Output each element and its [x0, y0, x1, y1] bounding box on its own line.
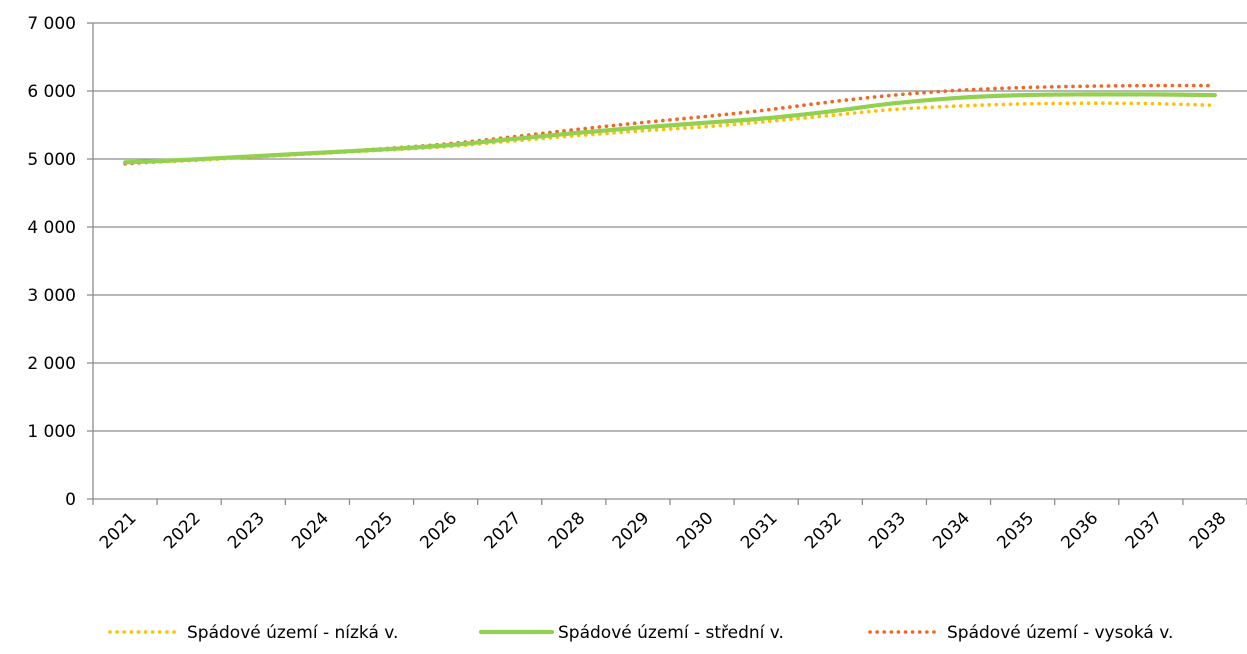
x-tick-label: 2035 — [993, 508, 1038, 553]
y-tick-label: 3 000 — [27, 286, 76, 306]
y-tick-label: 1 000 — [27, 422, 76, 442]
y-tick-label: 0 — [65, 490, 76, 510]
series-line-2 — [123, 83, 1217, 166]
legend: Spádové území - nízká v. Spádové území - … — [108, 623, 1173, 643]
y-tick-label: 6 000 — [27, 82, 76, 102]
x-tick-label: 2026 — [416, 508, 461, 553]
x-tick-label: 2030 — [673, 508, 718, 553]
y-tick-label: 2 000 — [27, 354, 76, 374]
y-tick-label: 4 000 — [27, 218, 76, 238]
x-tick-label: 2034 — [929, 508, 974, 553]
x-tick-label: 2028 — [545, 508, 590, 553]
gridlines — [93, 22, 1247, 432]
x-tick-label: 2027 — [481, 508, 526, 553]
x-tick-label: 2037 — [1122, 508, 1167, 553]
legend-label-0: Spádové území - nízká v. — [187, 623, 398, 643]
series-line-0 — [123, 101, 1217, 165]
x-tick-label: 2023 — [224, 508, 269, 553]
x-tick-label: 2033 — [865, 508, 910, 553]
series-lines — [123, 83, 1217, 166]
x-tick-label: 2038 — [1186, 508, 1231, 553]
y-tick-label: 7 000 — [27, 14, 76, 34]
x-tick-label: 2021 — [96, 508, 141, 553]
x-tick-label: 2036 — [1058, 508, 1103, 553]
y-tick-label: 5 000 — [27, 150, 76, 170]
series-line-1 — [123, 92, 1217, 165]
legend-label-1: Spádové území - střední v. — [558, 623, 784, 643]
x-tick-label: 2025 — [352, 508, 397, 553]
x-tick-label: 2032 — [801, 508, 846, 553]
x-tick-label: 2024 — [288, 508, 333, 553]
x-tick-label: 2022 — [160, 508, 205, 553]
x-tick-label: 2029 — [609, 508, 654, 553]
x-tick-label: 2031 — [737, 508, 782, 553]
legend-label-2: Spádové území - vysoká v. — [947, 623, 1173, 643]
